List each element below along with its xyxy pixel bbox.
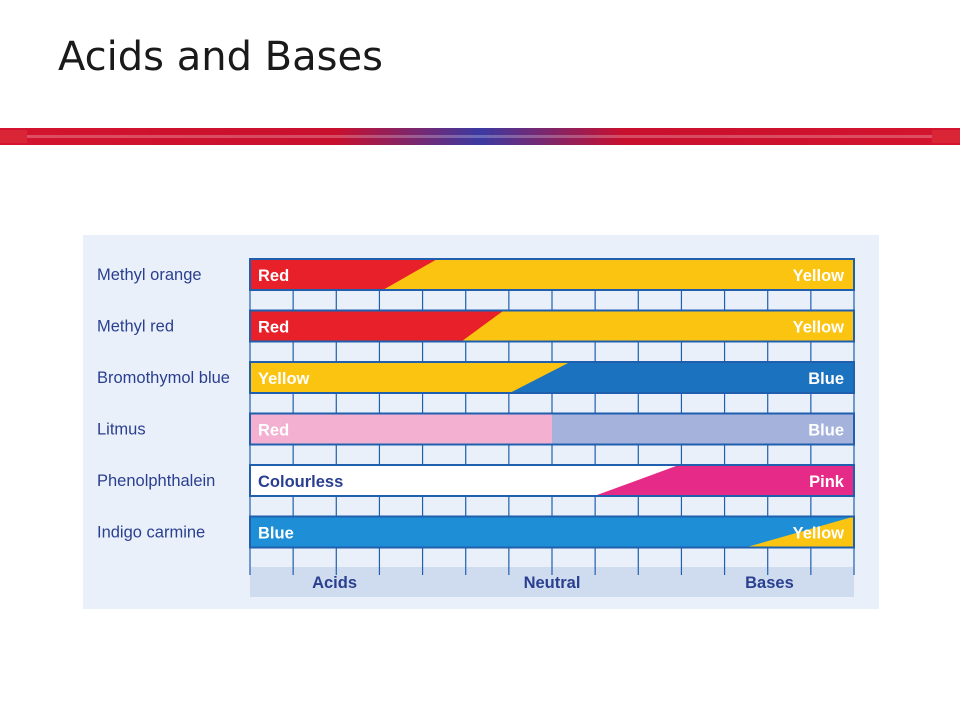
indicator-label-1: Methyl red bbox=[97, 318, 174, 336]
indicator-chart: Methyl orange Red Yellow Methyl red Red Yello… bbox=[83, 235, 879, 609]
indicator-acid-color-3: Red bbox=[258, 422, 289, 440]
indicator-base-color-4: Pink bbox=[809, 473, 845, 491]
indicator-base-band-1 bbox=[461, 310, 854, 342]
indicator-acid-color-4: Colourless bbox=[258, 473, 343, 491]
indicator-base-band-4 bbox=[594, 465, 854, 496]
indicator-label-5: Indigo carmine bbox=[97, 524, 205, 542]
indicator-base-color-0: Yellow bbox=[793, 267, 845, 285]
indicator-acid-color-1: Red bbox=[258, 319, 289, 337]
indicator-base-color-3: Blue bbox=[808, 422, 844, 440]
bases-label: Bases bbox=[745, 574, 794, 592]
acids-label: Acids bbox=[312, 574, 357, 592]
neutral-label: Neutral bbox=[524, 574, 581, 592]
indicator-acid-color-2: Yellow bbox=[258, 370, 310, 388]
indicator-label-0: Methyl orange bbox=[97, 266, 202, 284]
indicator-base-color-1: Yellow bbox=[793, 319, 845, 337]
indicator-acid-band-5 bbox=[250, 516, 854, 548]
indicator-acid-color-0: Red bbox=[258, 267, 289, 285]
indicator-base-band-0 bbox=[382, 259, 854, 290]
slide-title: Acids and Bases bbox=[58, 34, 383, 80]
indicator-base-color-5: Yellow bbox=[793, 525, 845, 543]
indicator-label-4: Phenolphthalein bbox=[97, 472, 215, 490]
indicator-base-band-5 bbox=[745, 516, 854, 548]
indicator-base-band-2 bbox=[509, 362, 854, 393]
indicator-label-2: Bromothymol blue bbox=[97, 369, 230, 387]
indicator-base-color-2: Blue bbox=[808, 370, 844, 388]
indicator-acid-color-5: Blue bbox=[258, 525, 294, 543]
title-underline-bar bbox=[0, 128, 960, 145]
indicator-label-3: Litmus bbox=[97, 421, 146, 439]
indicator-base-band-3 bbox=[552, 413, 854, 445]
